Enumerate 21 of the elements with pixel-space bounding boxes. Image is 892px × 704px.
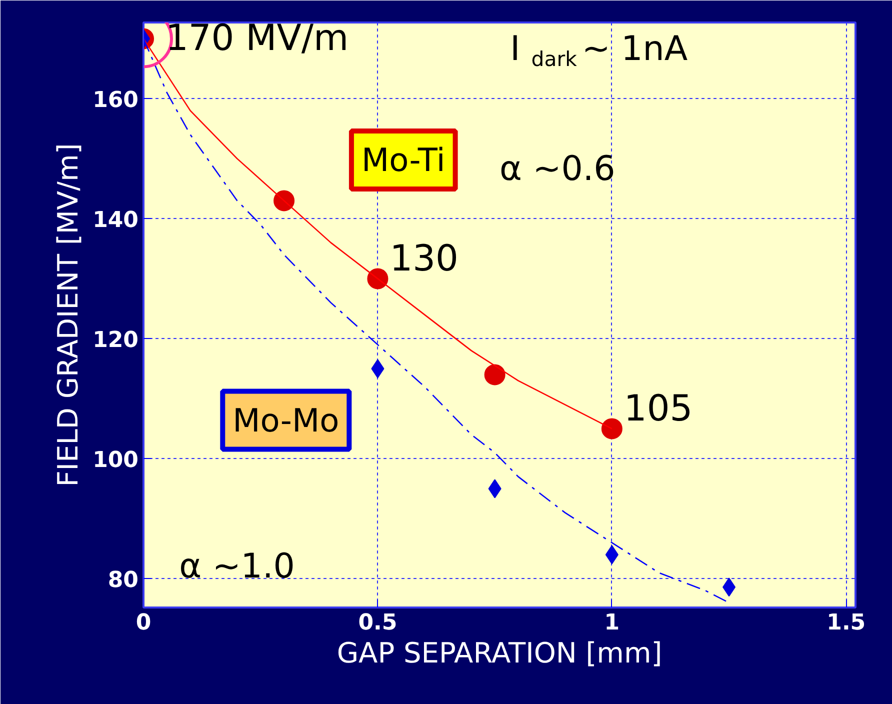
x-axis-title: GAP SEPARATION [mm]	[336, 636, 662, 670]
x-tick-label: 1	[604, 610, 620, 636]
point	[274, 190, 295, 212]
x-tick-label: 0.5	[358, 610, 398, 636]
text: Mo-Ti	[361, 140, 446, 179]
y-tick-label: 140	[92, 208, 139, 234]
y-tick-label: 120	[92, 328, 139, 354]
x-tick-label: 0	[136, 610, 152, 636]
series-label: Mo-Mo	[232, 401, 340, 440]
y-tick-label: 100	[92, 448, 139, 474]
point	[367, 268, 388, 290]
y-tick-label: 80	[108, 568, 139, 594]
point	[484, 364, 506, 386]
y-axis-title: FIELD GRADIENT [MV/m]	[52, 143, 85, 487]
point	[601, 418, 622, 440]
annotation: 130	[390, 238, 458, 280]
annotation: 105	[624, 388, 693, 430]
annotation: α ~0.6	[500, 148, 616, 189]
x-tick-label: 1.5	[826, 610, 866, 636]
annotation: α ~1.0	[179, 546, 295, 587]
y-tick-label: 160	[92, 88, 139, 114]
